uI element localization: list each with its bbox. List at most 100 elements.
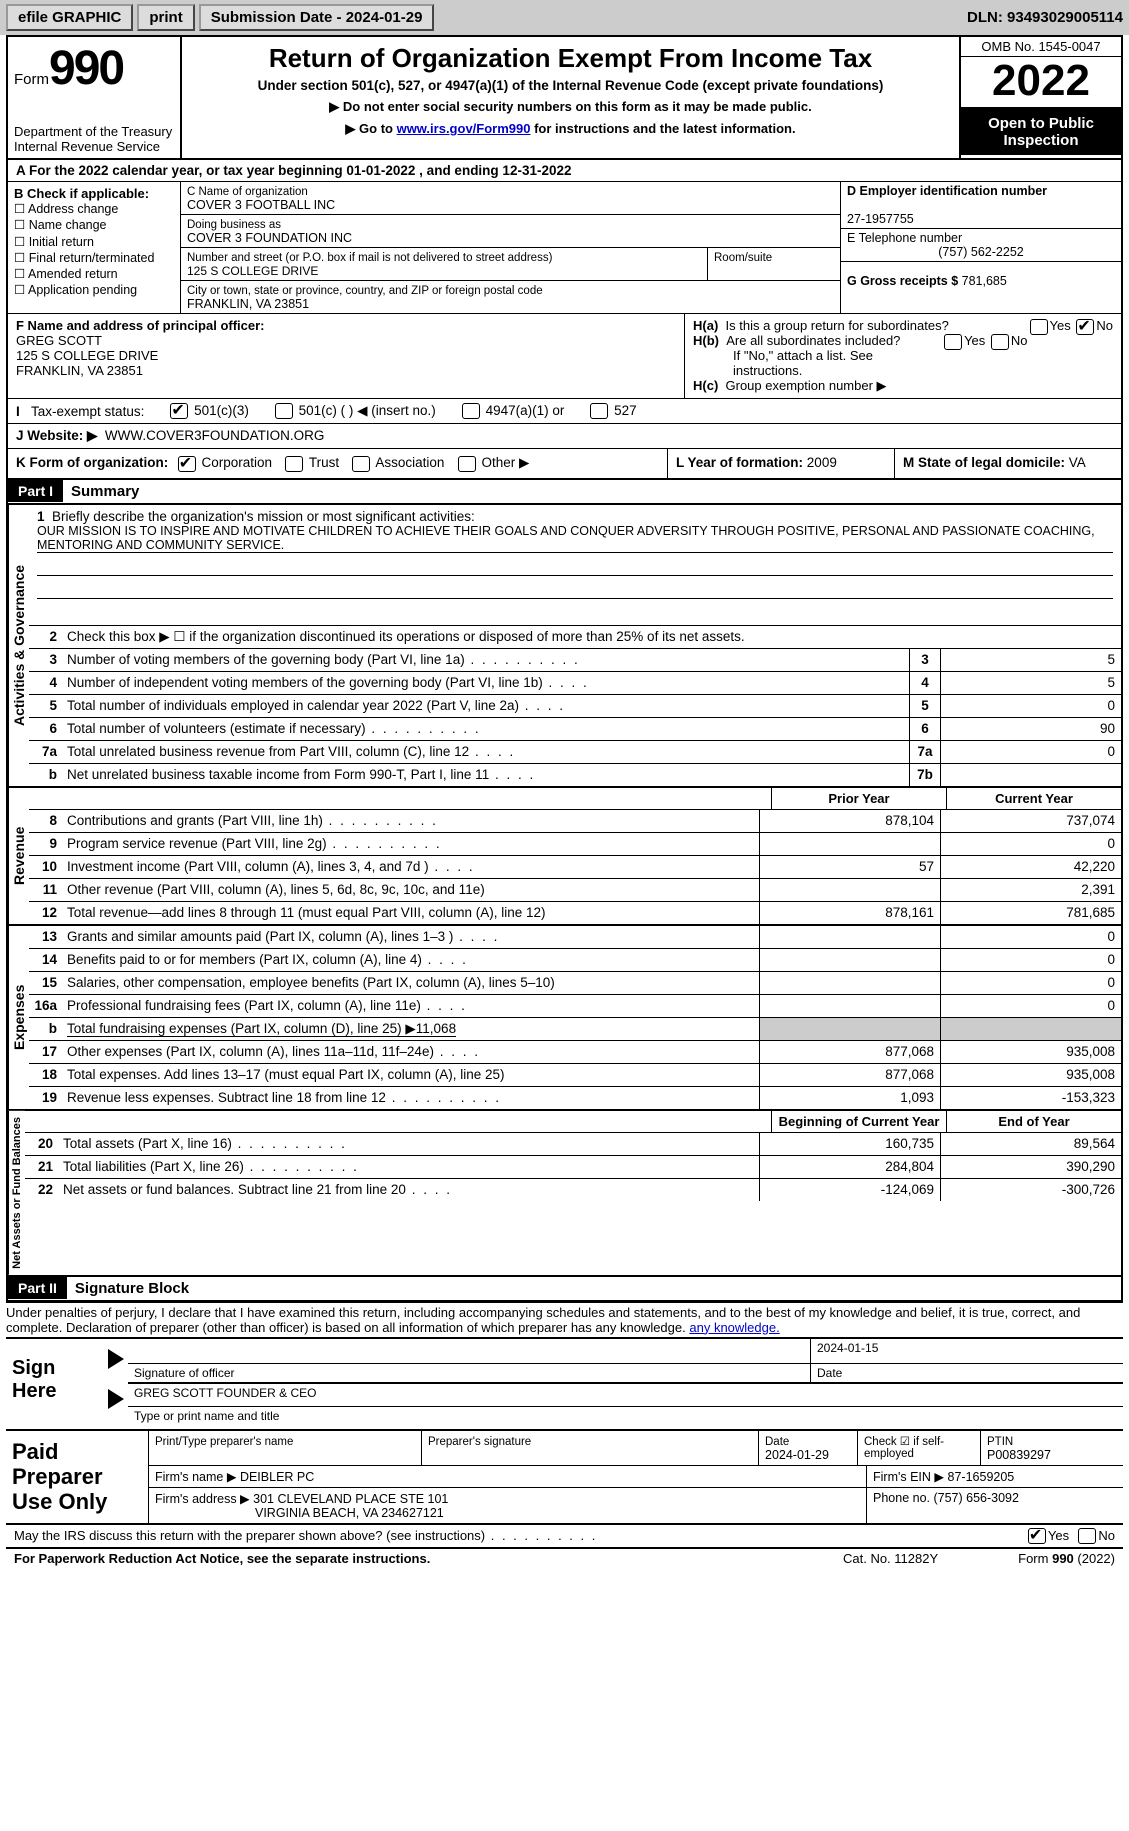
preparer-name-label: Print/Type preparer's name xyxy=(155,1436,293,1448)
line-16b-text: Total fundraising expenses (Part IX, col… xyxy=(63,1019,759,1039)
vtab-revenue: Revenue xyxy=(8,788,29,924)
korg-label: K Form of organization: xyxy=(16,455,168,470)
hb-no-cb[interactable] xyxy=(991,334,1009,350)
cb-final-return[interactable]: ☐ Final return/terminated xyxy=(14,250,174,266)
firm-addr1: 301 CLEVELAND PLACE STE 101 xyxy=(253,1492,448,1506)
preparer-date: 2024-01-29 xyxy=(765,1448,829,1462)
ha-no-cb[interactable] xyxy=(1076,319,1094,335)
firm-name: DEIBLER PC xyxy=(240,1470,314,1484)
form-number: 990 xyxy=(49,42,123,95)
discuss-no-cb[interactable] xyxy=(1078,1528,1096,1544)
org-name-label: C Name of organization xyxy=(187,186,308,198)
room-suite-label: Room/suite xyxy=(714,252,772,264)
line-4-text: Number of independent voting members of … xyxy=(63,673,909,692)
line-22-text: Net assets or fund balances. Subtract li… xyxy=(59,1180,759,1199)
preparer-sig-label: Preparer's signature xyxy=(428,1436,531,1448)
irs-form990-link[interactable]: www.irs.gov/Form990 xyxy=(397,121,531,136)
line-18-current: 935,008 xyxy=(940,1064,1121,1086)
line-13-prior xyxy=(759,926,940,948)
signature-date: 2024-01-15 xyxy=(810,1339,1123,1363)
cb-4947[interactable] xyxy=(462,403,480,419)
open-to-public: Open to Public Inspection xyxy=(961,109,1121,155)
line-7a-val: 0 xyxy=(940,741,1121,763)
line-19-text: Revenue less expenses. Subtract line 18 … xyxy=(63,1088,759,1107)
hb-text: Are all subordinates included? xyxy=(726,333,900,348)
part-2-header: Part II Signature Block xyxy=(8,1277,1121,1301)
line-4-box: 4 xyxy=(909,672,940,694)
line-8-text: Contributions and grants (Part VIII, lin… xyxy=(63,811,759,830)
line-10-current: 42,220 xyxy=(940,856,1121,878)
line-8-prior: 878,104 xyxy=(759,810,940,832)
line-9-text: Program service revenue (Part VIII, line… xyxy=(63,834,759,853)
discuss-yes-cb[interactable] xyxy=(1028,1528,1046,1544)
sign-arrow-icon xyxy=(108,1339,128,1429)
cb-name-change[interactable]: ☐ Name change xyxy=(14,217,174,233)
line-22-end: -300,726 xyxy=(940,1179,1121,1201)
line-14-current: 0 xyxy=(940,949,1121,971)
opt-4947: 4947(a)(1) or xyxy=(486,403,565,418)
ptin-label: PTIN xyxy=(987,1436,1013,1448)
gross-receipts-label: G Gross receipts $ xyxy=(847,274,958,288)
cb-association[interactable] xyxy=(352,456,370,472)
efile-graphic-button[interactable]: efile GRAPHIC xyxy=(6,4,133,31)
cb-amended-return[interactable]: ☐ Amended return xyxy=(14,266,174,282)
cb-corporation[interactable] xyxy=(178,456,196,472)
cb-501c3[interactable] xyxy=(170,403,188,419)
line-14-text: Benefits paid to or for members (Part IX… xyxy=(63,950,759,969)
col-beginning-year: Beginning of Current Year xyxy=(771,1111,946,1132)
tax-year: 2022 xyxy=(961,57,1121,109)
cb-501c[interactable] xyxy=(275,403,293,419)
line-20-text: Total assets (Part X, line 16) xyxy=(59,1134,759,1153)
telephone-value: (757) 562-2252 xyxy=(847,245,1115,259)
line-17-text: Other expenses (Part IX, column (A), lin… xyxy=(63,1042,759,1061)
cb-trust[interactable] xyxy=(285,456,303,472)
goto-suffix: for instructions and the latest informat… xyxy=(530,121,795,136)
officer-addr1: 125 S COLLEGE DRIVE xyxy=(16,348,158,363)
col-prior-year: Prior Year xyxy=(771,788,946,809)
line-3-text: Number of voting members of the governin… xyxy=(63,650,909,669)
part-2-title: Signature Block xyxy=(67,1277,197,1300)
self-employed-check[interactable]: Check ☑ if self-employed xyxy=(858,1431,981,1465)
line-3-box: 3 xyxy=(909,649,940,671)
street-label: Number and street (or P.O. box if mail i… xyxy=(187,252,552,264)
opt-assoc: Association xyxy=(375,455,444,470)
paid-preparer-label: Paid Preparer Use Only xyxy=(6,1431,148,1523)
cb-527[interactable] xyxy=(590,403,608,419)
cb-initial-return[interactable]: ☐ Initial return xyxy=(14,234,174,250)
line-5-box: 5 xyxy=(909,695,940,717)
line-5-val: 0 xyxy=(940,695,1121,717)
any-knowledge-link[interactable]: any knowledge. xyxy=(689,1320,779,1335)
form-number-footer: Form 990 (2022) xyxy=(1018,1551,1115,1566)
line-6-val: 90 xyxy=(940,718,1121,740)
line-9-current: 0 xyxy=(940,833,1121,855)
no-label: No xyxy=(1096,318,1113,333)
cb-other[interactable] xyxy=(458,456,476,472)
line-19-prior: 1,093 xyxy=(759,1087,940,1109)
ha-yes-cb[interactable] xyxy=(1030,319,1048,335)
cb-application-pending[interactable]: ☐ Application pending xyxy=(14,282,174,298)
ein-label: D Employer identification number xyxy=(847,184,1047,198)
print-button[interactable]: print xyxy=(137,4,194,31)
mission-blank-3 xyxy=(37,603,1113,621)
line-7a-box: 7a xyxy=(909,741,940,763)
col-end-year: End of Year xyxy=(946,1111,1121,1132)
officer-name: GREG SCOTT xyxy=(16,333,102,348)
year-formation-label: L Year of formation: xyxy=(676,455,803,470)
discuss-no: No xyxy=(1098,1528,1115,1543)
officer-signature-field[interactable] xyxy=(128,1339,810,1363)
tax-year-text: For the 2022 calendar year, or tax year … xyxy=(29,163,572,178)
dept-treasury: Department of the Treasury xyxy=(14,124,174,139)
opt-501c: 501(c) ( ) ◀ (insert no.) xyxy=(299,403,436,418)
paperwork-notice: For Paperwork Reduction Act Notice, see … xyxy=(14,1551,430,1566)
line-6-box: 6 xyxy=(909,718,940,740)
cb-address-change[interactable]: ☐ Address change xyxy=(14,201,174,217)
revenue-section: Revenue Prior YearCurrent Year 8Contribu… xyxy=(8,788,1121,926)
line-12-text: Total revenue—add lines 8 through 11 (mu… xyxy=(63,903,759,922)
street-address: 125 S COLLEGE DRIVE xyxy=(187,264,318,278)
line-18-text: Total expenses. Add lines 13–17 (must eq… xyxy=(63,1065,759,1084)
hb-yes-cb[interactable] xyxy=(944,334,962,350)
opt-trust: Trust xyxy=(309,455,339,470)
discuss-question: May the IRS discuss this return with the… xyxy=(14,1528,597,1543)
line-7b-text: Net unrelated business taxable income fr… xyxy=(63,765,909,784)
col-current-year: Current Year xyxy=(946,788,1121,809)
